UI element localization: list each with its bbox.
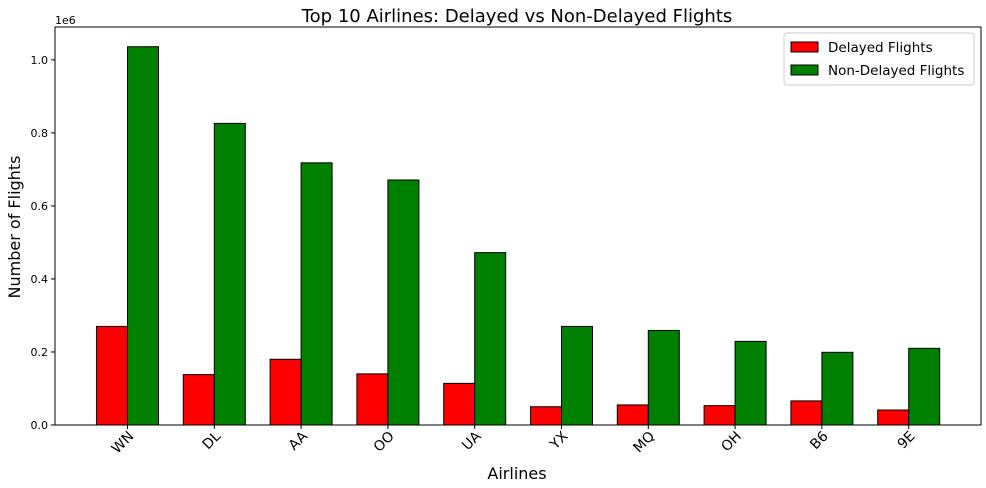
delayed-bar-oh bbox=[703, 405, 736, 426]
y-tick-label: 0.6 bbox=[31, 200, 49, 213]
x-tick-label-b6: B6 bbox=[807, 428, 831, 452]
y-tick-label: 0.8 bbox=[31, 127, 49, 140]
non-delayed-bar-dl bbox=[213, 122, 246, 426]
non-delayed-bar-wn bbox=[127, 46, 159, 426]
x-tick-label-mq: MQ bbox=[630, 429, 658, 457]
y-axis-ticks: 0.0 0.2 0.4 0.6 0.8 1.0 bbox=[31, 54, 55, 432]
non-delayed-bar-b6 bbox=[821, 351, 854, 426]
legend-label-delayed: Delayed Flights bbox=[828, 40, 933, 56]
x-axis-ticks: WN DL AA OO UA YX MQ OH B6 9E bbox=[109, 425, 919, 457]
non-delayed-bar-aa bbox=[300, 162, 333, 426]
y-tick-label: 0.2 bbox=[31, 346, 49, 359]
x-tick-label-oh: OH bbox=[718, 429, 745, 456]
legend-frame bbox=[783, 32, 975, 86]
delayed-bar-yx bbox=[530, 406, 562, 426]
delayed-bar-9e bbox=[877, 409, 910, 426]
bars-group bbox=[96, 46, 941, 426]
x-tick-label-9e: 9E bbox=[895, 429, 919, 453]
delayed-bar-dl bbox=[182, 374, 215, 426]
x-tick-label-yx: YX bbox=[546, 428, 571, 453]
non-delayed-bar-yx bbox=[561, 325, 593, 426]
delayed-bar-oo bbox=[356, 373, 389, 426]
non-delayed-bar-mq bbox=[647, 329, 680, 426]
delayed-bar-aa bbox=[269, 358, 302, 426]
non-delayed-bar-oh bbox=[734, 340, 767, 426]
legend-label-non-delayed: Non-Delayed Flights bbox=[828, 63, 964, 79]
non-delayed-bar-oo bbox=[387, 179, 420, 426]
y-tick-label: 0.0 bbox=[31, 419, 49, 432]
non-delayed-bar-ua bbox=[474, 252, 507, 426]
y-multiplier-label: 1e6 bbox=[55, 14, 76, 27]
x-tick-label-dl: DL bbox=[200, 428, 225, 453]
chart-title: Top 10 Airlines: Delayed vs Non-Delayed … bbox=[301, 6, 733, 27]
x-axis-label: Airlines bbox=[487, 464, 546, 483]
x-tick-label-wn: WN bbox=[109, 429, 138, 458]
x-tick-label-ua: UA bbox=[459, 428, 485, 454]
legend: Delayed Flights Non-Delayed Flights bbox=[783, 32, 975, 86]
delayed-bar-b6 bbox=[790, 400, 823, 426]
y-axis-label: Number of Flights bbox=[5, 156, 24, 299]
legend-swatch-non-delayed bbox=[790, 64, 819, 76]
x-tick-label-aa: AA bbox=[286, 428, 311, 453]
x-tick-label-oo: OO bbox=[371, 429, 398, 456]
legend-swatch-delayed bbox=[790, 41, 819, 53]
plot-area-frame bbox=[54, 26, 982, 426]
y-tick-label: 0.4 bbox=[31, 273, 49, 286]
delayed-bar-wn bbox=[96, 325, 128, 426]
delayed-bar-mq bbox=[616, 404, 649, 426]
y-tick-label: 1.0 bbox=[31, 54, 49, 67]
delayed-bar-ua bbox=[443, 382, 476, 426]
non-delayed-bar-9e bbox=[908, 347, 941, 426]
